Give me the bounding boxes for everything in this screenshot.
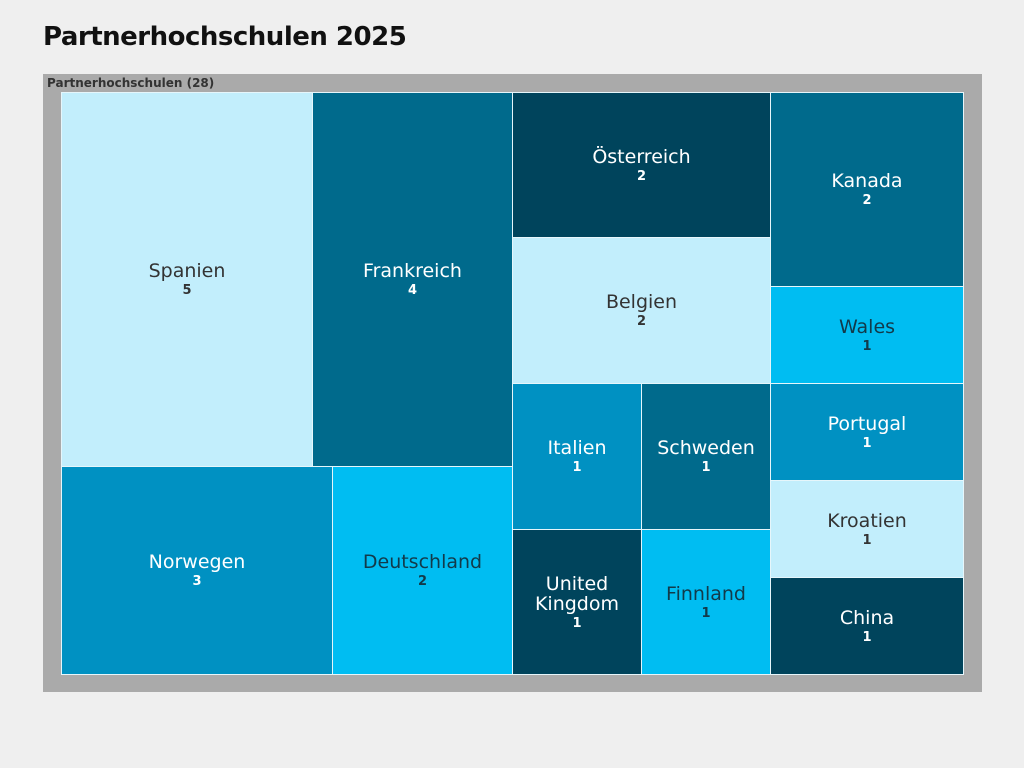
treemap-cell-deutschland[interactable]: Deutschland 2 — [332, 466, 513, 675]
cell-value: 1 — [572, 460, 582, 475]
cell-label: Wales — [838, 315, 896, 338]
treemap-cell-norwegen[interactable]: Norwegen 3 — [61, 466, 333, 675]
cell-label: Finnland — [666, 582, 746, 605]
cell-label: China — [839, 606, 895, 629]
cell-label: Österreich — [592, 145, 691, 168]
cell-value: 1 — [701, 460, 711, 475]
cell-label: Deutschland — [362, 551, 483, 573]
cell-label: Spanien — [148, 260, 226, 282]
cell-value: 1 — [862, 629, 872, 645]
treemap-cell-china[interactable]: China 1 — [770, 577, 964, 675]
cell-label: Kanada — [831, 170, 903, 192]
treemap-cell-portugal[interactable]: Portugal 1 — [770, 383, 964, 481]
root-label: Partnerhochschulen (28) — [47, 76, 215, 90]
treemap-cell-wales[interactable]: Wales 1 — [770, 286, 964, 384]
cell-value: 2 — [862, 193, 872, 208]
cell-label: Norwegen — [148, 551, 246, 573]
treemap-cell-spanien[interactable]: Spanien 5 — [61, 92, 313, 467]
treemap-cell-frankreich[interactable]: Frankreich 4 — [312, 92, 513, 467]
cell-value: 2 — [636, 314, 647, 329]
treemap-cell-österreich[interactable]: Österreich 2 — [512, 92, 771, 238]
cell-label: Portugal — [827, 412, 907, 435]
cell-label: Kroatien — [827, 509, 907, 532]
cell-value: 3 — [192, 574, 202, 589]
cell-value: 2 — [636, 168, 647, 184]
treemap-cell-kroatien[interactable]: Kroatien 1 — [770, 480, 964, 578]
cell-value: 1 — [862, 338, 872, 354]
cell-value: 5 — [182, 283, 192, 298]
treemap-cell-finnland[interactable]: Finnland 1 — [641, 529, 771, 675]
treemap-cell-kanada[interactable]: Kanada 2 — [770, 92, 964, 287]
cell-label: United Kingdom — [534, 572, 620, 615]
cell-label: Italien — [547, 437, 607, 459]
cell-label: Frankreich — [363, 260, 462, 282]
cell-value: 1 — [572, 615, 582, 631]
cell-label: Belgien — [605, 291, 678, 313]
treemap-cell-united-kingdom[interactable]: United Kingdom 1 — [512, 529, 642, 675]
cell-value: 1 — [701, 605, 711, 621]
treemap-cell-schweden[interactable]: Schweden 1 — [641, 383, 771, 530]
cell-label: Schweden — [657, 437, 755, 459]
treemap-cell-belgien[interactable]: Belgien 2 — [512, 237, 771, 384]
cell-value: 1 — [862, 532, 872, 548]
cell-value: 1 — [862, 435, 872, 451]
cell-value: 4 — [407, 283, 418, 298]
cell-value: 2 — [417, 574, 428, 589]
treemap-cell-italien[interactable]: Italien 1 — [512, 383, 642, 530]
chart-title: Partnerhochschulen 2025 — [43, 22, 407, 52]
